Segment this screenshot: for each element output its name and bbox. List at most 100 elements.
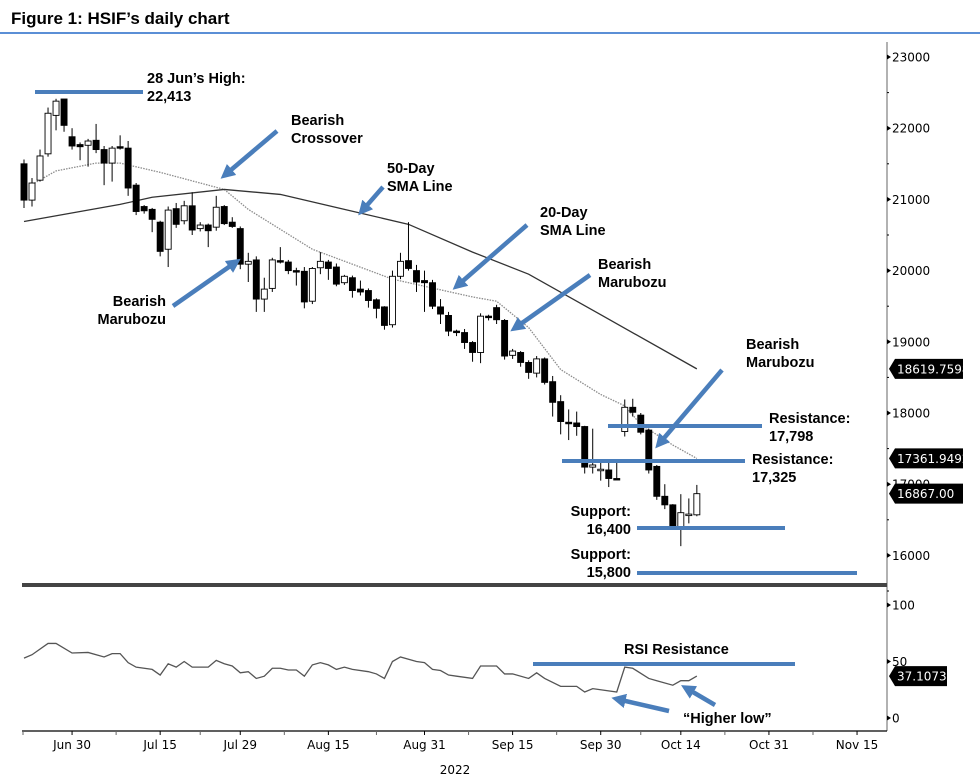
bullish-candle [180, 200, 188, 225]
bullish-candle [36, 149, 44, 182]
bullish-candle [340, 274, 348, 285]
candle-body [20, 163, 28, 201]
y-tick-label: 18000 [892, 407, 930, 421]
sma50-arrow [358, 185, 385, 216]
bearish-candle [20, 159, 28, 208]
bearish-candle [405, 222, 412, 271]
annotation-bearish-marubozu-left: Bearish Marubozu [97, 294, 166, 328]
candle-body [517, 352, 525, 363]
bearish-candle [324, 259, 332, 280]
candle-body [220, 206, 228, 225]
bullish-candle [308, 267, 316, 305]
candle-body [605, 469, 613, 479]
bearish-candle [148, 207, 156, 233]
rsi-y-tick [887, 602, 891, 608]
rsi-line [23, 642, 698, 693]
bearish-candle [541, 357, 549, 385]
bearish-candle [437, 299, 444, 324]
bullish-candle [44, 107, 52, 157]
x-year-label: 2022 [440, 763, 471, 777]
marubozu-mid-arrow [510, 273, 592, 332]
bearish-candle [92, 123, 100, 154]
bearish-candle [100, 146, 108, 186]
y-tick [887, 410, 891, 416]
bearish-candle [501, 319, 509, 360]
bearish-candle [276, 247, 284, 264]
candle-body [541, 358, 549, 383]
bearish-candle [645, 428, 653, 474]
y-tick [887, 125, 891, 131]
candle-body [76, 144, 84, 148]
candle-body [421, 280, 428, 284]
candle-body [28, 182, 36, 201]
candle-body [148, 208, 156, 220]
candle-body [84, 140, 92, 146]
candle-body [124, 147, 132, 189]
candle-body [533, 358, 541, 374]
candle-body [156, 221, 164, 252]
candle-body [292, 270, 300, 273]
y-tick-label: 19000 [892, 335, 930, 349]
annotation-rsi-resistance: RSI Resistance [624, 642, 729, 658]
x-tick-label: Aug 15 [307, 738, 350, 752]
candle-body [429, 282, 436, 307]
candle-body [669, 504, 677, 528]
y-tick [887, 196, 891, 202]
bearish-candle [356, 280, 364, 296]
bearish-candle [493, 304, 501, 324]
candle-body [501, 319, 509, 357]
bullish-candle [693, 484, 701, 517]
annotation-higher-low: “Higher low” [683, 711, 772, 727]
bullish-candle [52, 98, 60, 131]
bearish-candle [613, 462, 621, 481]
annotation-bearish-marubozu-right: Bearish Marubozu [746, 337, 815, 371]
candle-body [44, 112, 52, 155]
bearish-candle [172, 202, 180, 228]
sma50-line [23, 188, 698, 370]
candle-body [68, 136, 76, 147]
crossover-arrow [220, 129, 279, 179]
candle-body [100, 149, 108, 164]
bearish-candle [381, 306, 388, 330]
y-tick [887, 268, 891, 274]
x-tick-label: Sep 30 [580, 738, 622, 752]
bullish-candle [212, 195, 220, 231]
bearish-candle [557, 395, 565, 435]
candle-body [637, 414, 645, 433]
candle-body [108, 147, 116, 164]
annotation-bearish-crossover: Bearish Crossover [291, 113, 363, 147]
bearish-candle [292, 267, 300, 286]
bearish-candle [469, 341, 477, 362]
candle-body [645, 429, 653, 471]
rsi-y-tick-label: 100 [892, 599, 915, 613]
y-tick-label: 16000 [892, 549, 930, 563]
bullish-candle [244, 252, 252, 282]
marubozu-left-arrow [171, 258, 241, 308]
bearish-candle [284, 259, 292, 275]
bearish-candle [300, 267, 308, 309]
bearish-candle [517, 351, 525, 367]
y-tick-label: 23000 [892, 51, 930, 65]
y-tick [887, 552, 891, 558]
bullish-candle [84, 138, 92, 167]
candle-body [469, 342, 477, 353]
bearish-candle [661, 484, 669, 510]
higher-low-arrow-1 [611, 693, 670, 714]
y-tick [887, 339, 891, 345]
candle-body [477, 315, 485, 353]
candle-body [389, 275, 396, 326]
candle-body [372, 299, 380, 309]
y-tick [887, 481, 891, 487]
candle-body [381, 306, 388, 326]
chart-title: Figure 1: HSIF’s daily chart [11, 9, 230, 28]
candle-body [397, 260, 404, 277]
candle-body [565, 421, 573, 425]
annotation-resistance-17798: Resistance: 17,798 [769, 411, 851, 445]
candle-body [252, 259, 260, 300]
x-tick-label: Sep 15 [492, 738, 534, 752]
candle-body [685, 513, 693, 517]
bearish-candle [348, 275, 356, 298]
close-value-tag [889, 483, 963, 504]
bearish-candle [252, 256, 260, 312]
